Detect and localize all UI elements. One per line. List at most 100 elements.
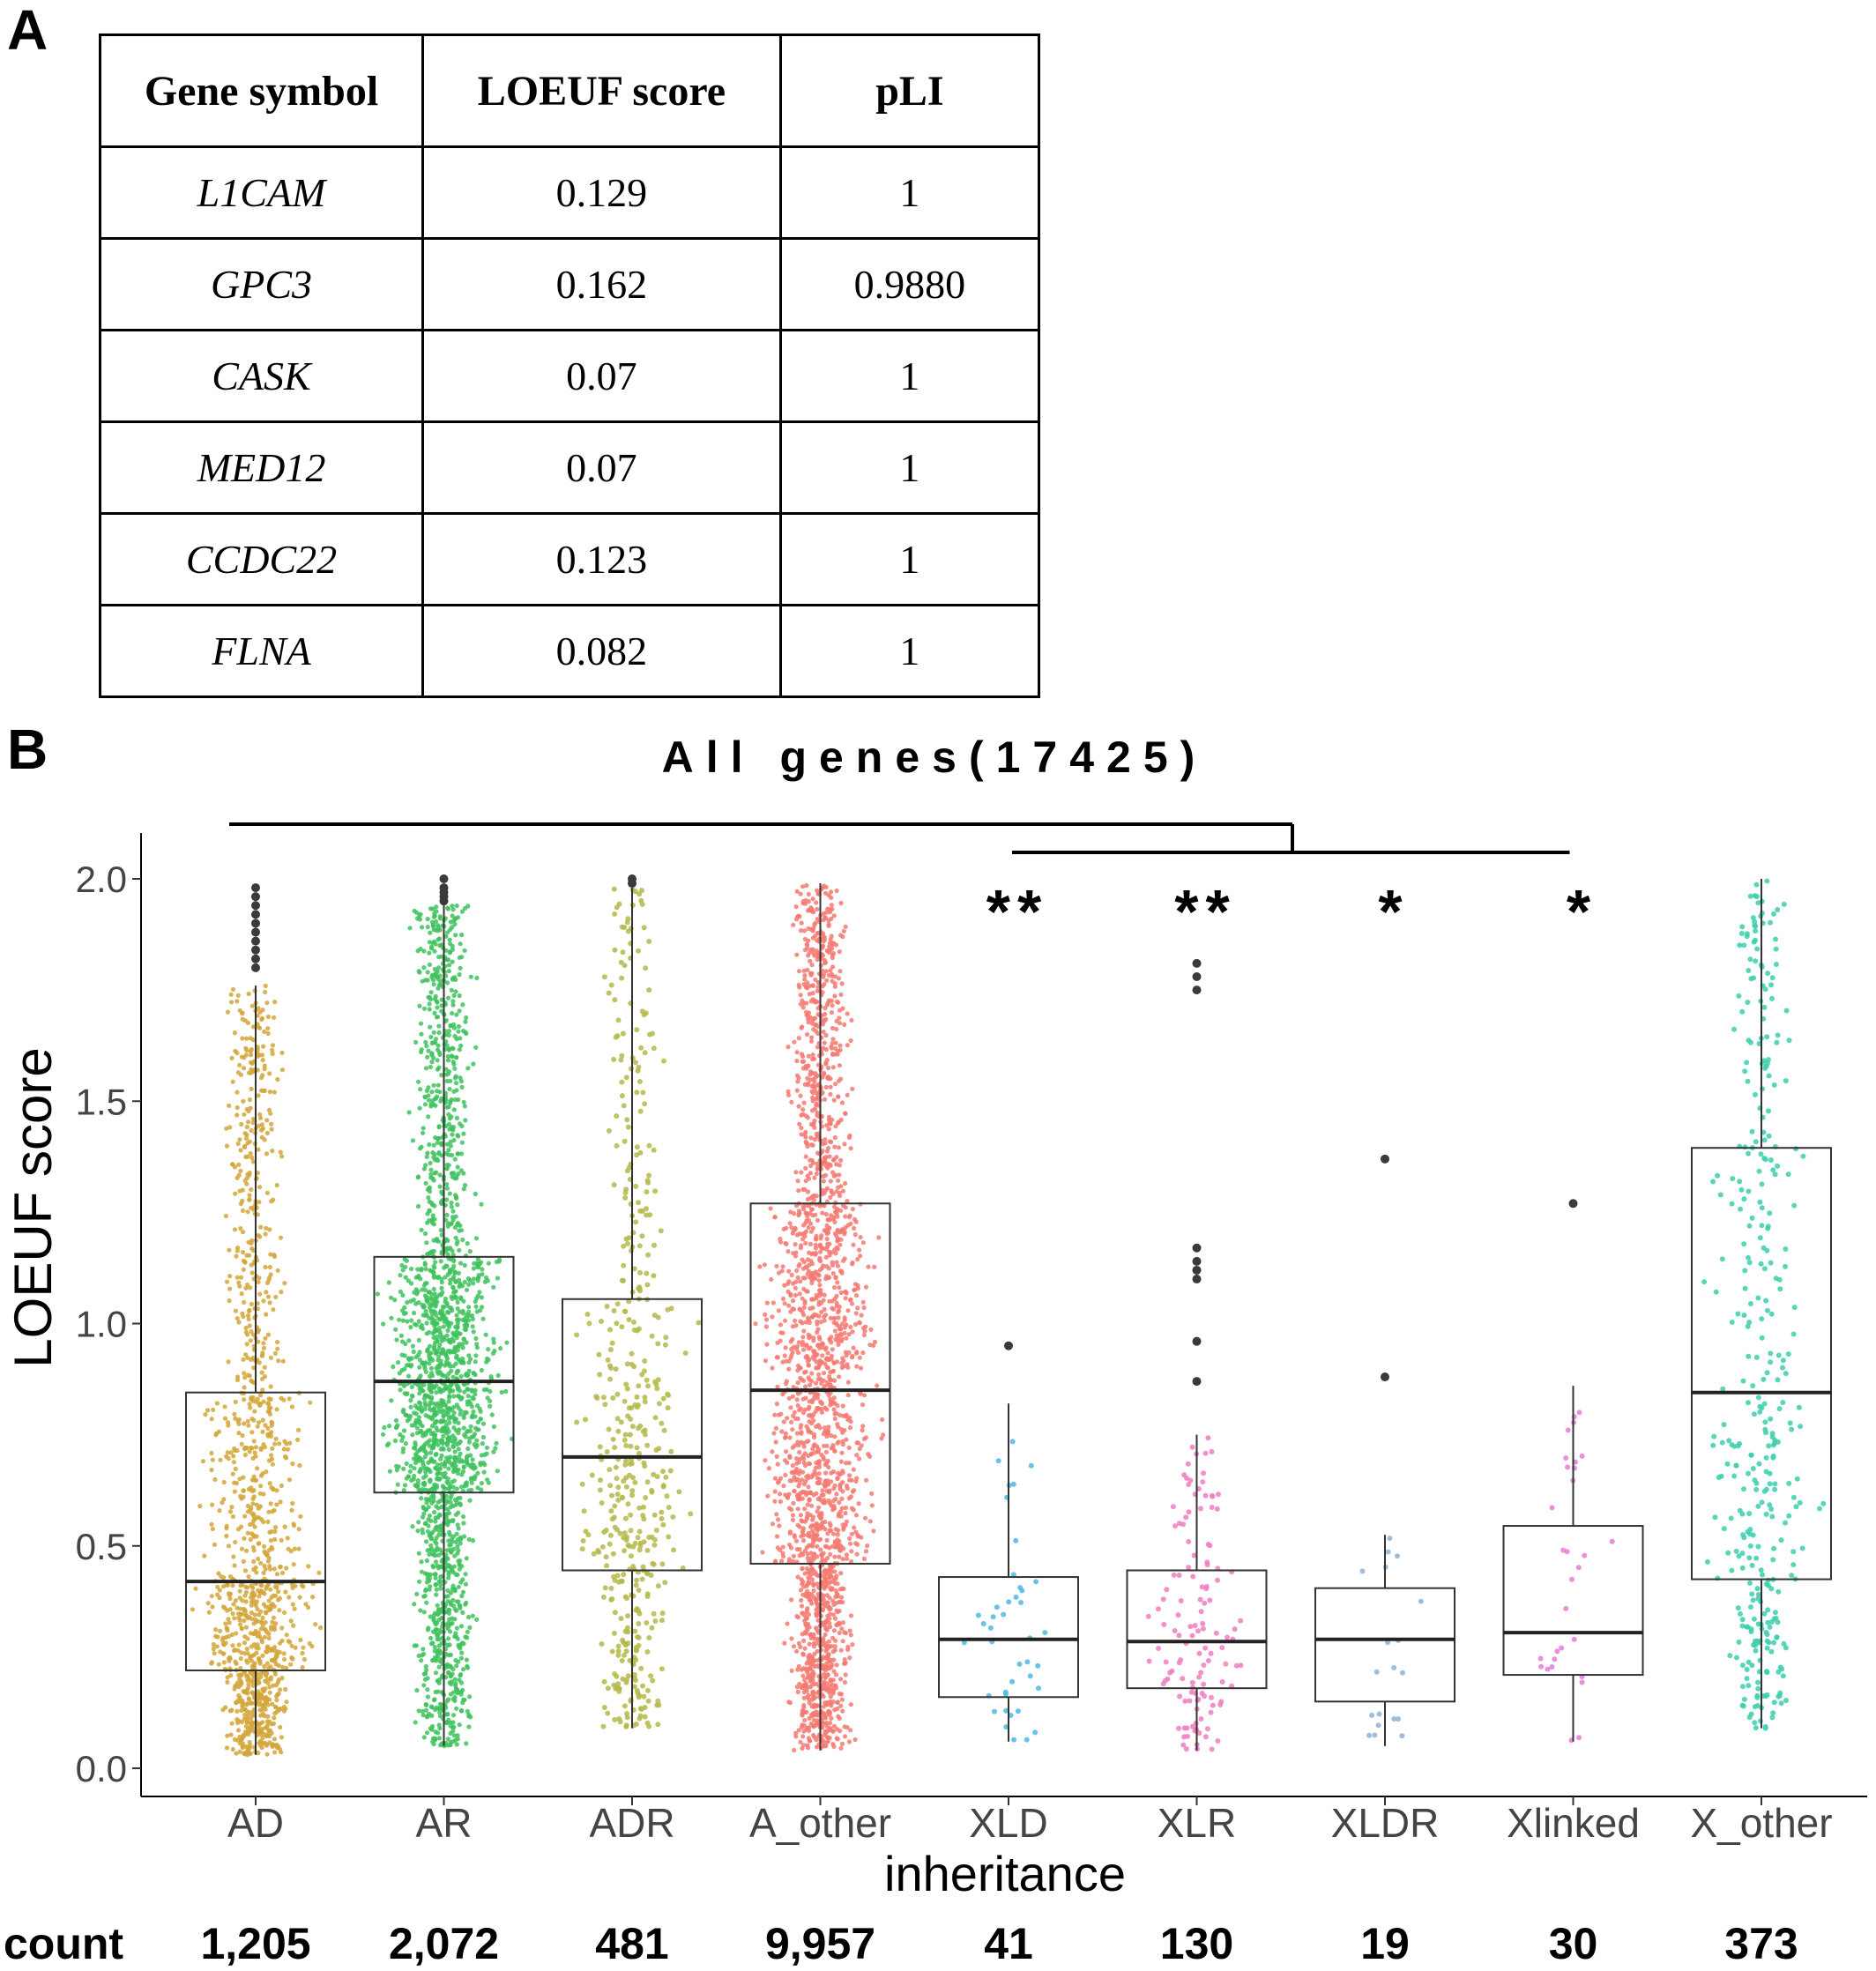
jitter-point xyxy=(249,1430,255,1435)
jitter-point xyxy=(770,1521,776,1527)
jitter-point xyxy=(436,1151,442,1157)
jitter-point xyxy=(241,1267,246,1272)
jitter-point xyxy=(810,896,815,902)
jitter-point xyxy=(446,1406,451,1411)
jitter-point xyxy=(774,1355,779,1360)
jitter-point xyxy=(779,1429,785,1434)
jitter-point xyxy=(242,1729,248,1735)
jitter-point xyxy=(446,1624,451,1629)
jitter-point xyxy=(838,900,844,906)
jitter-point xyxy=(489,1412,495,1417)
jitter-point xyxy=(452,975,458,980)
jitter-point xyxy=(430,1563,436,1568)
jitter-point xyxy=(435,1471,440,1476)
jitter-point xyxy=(614,1142,620,1149)
jitter-point xyxy=(823,1345,829,1350)
jitter-point xyxy=(432,1010,437,1015)
jitter-point xyxy=(300,1650,305,1656)
jitter-point xyxy=(418,1466,423,1472)
jitter-point xyxy=(637,1288,643,1294)
jitter-point xyxy=(427,962,432,967)
jitter-point xyxy=(467,1694,473,1700)
jitter-point xyxy=(449,1010,455,1016)
jitter-point xyxy=(227,1247,232,1253)
jitter-point xyxy=(242,1606,247,1611)
jitter-point xyxy=(406,1356,411,1361)
jitter-point xyxy=(491,1284,496,1290)
jitter-point xyxy=(264,1694,269,1700)
jitter-point xyxy=(789,1668,794,1673)
jitter-point xyxy=(445,1599,450,1604)
jitter-point xyxy=(443,1461,448,1466)
jitter-point xyxy=(221,1497,227,1502)
jitter-point xyxy=(822,1097,828,1102)
jitter-point xyxy=(468,1357,473,1362)
jitter-point xyxy=(832,1219,838,1225)
jitter-point xyxy=(246,1119,251,1125)
jitter-point xyxy=(807,1382,813,1387)
jitter-point xyxy=(270,1149,275,1154)
jitter-point xyxy=(447,1086,452,1092)
jitter-point xyxy=(288,1618,294,1624)
jitter-point xyxy=(241,1258,246,1263)
jitter-point xyxy=(424,1240,429,1246)
jitter-point xyxy=(801,1702,807,1708)
jitter-point xyxy=(263,1335,268,1341)
jitter-point xyxy=(449,1681,454,1687)
jitter-point xyxy=(265,1558,271,1564)
jitter-point xyxy=(464,1340,469,1345)
jitter-point xyxy=(605,1710,611,1716)
jitter-point xyxy=(442,1265,447,1270)
jitter-point xyxy=(447,950,453,956)
jitter-point xyxy=(491,1340,496,1345)
jitter-point xyxy=(450,1276,457,1282)
jitter-point xyxy=(847,1655,852,1661)
jitter-point xyxy=(644,1206,649,1212)
jitter-point xyxy=(451,1404,457,1409)
jitter-point xyxy=(614,904,620,911)
jitter-point xyxy=(272,1528,278,1534)
jitter-point xyxy=(803,1165,808,1171)
jitter-point xyxy=(231,1602,236,1607)
jitter-point xyxy=(258,1484,264,1489)
jitter-point xyxy=(242,1446,248,1451)
jitter-point xyxy=(226,1543,232,1549)
jitter-point xyxy=(612,1716,618,1722)
jitter-point xyxy=(264,1646,270,1651)
jitter-point xyxy=(244,1036,249,1041)
jitter-point xyxy=(419,1144,424,1149)
jitter-point xyxy=(446,963,452,968)
jitter-point xyxy=(413,1411,419,1417)
jitter-point xyxy=(257,1541,262,1546)
jitter-point xyxy=(240,1208,246,1213)
jitter-point xyxy=(236,1672,242,1677)
jitter-point xyxy=(600,1594,607,1600)
jitter-point xyxy=(239,1625,244,1631)
jitter-point xyxy=(242,1299,247,1305)
jitter-point xyxy=(644,1178,651,1184)
jitter-point xyxy=(244,1124,249,1130)
jitter-point xyxy=(480,1421,487,1426)
jitter-point xyxy=(243,1325,249,1330)
jitter-point xyxy=(458,941,463,947)
jitter-point xyxy=(633,1582,639,1588)
jitter-point xyxy=(666,1534,672,1540)
jitter-point xyxy=(450,1002,456,1008)
jitter-point xyxy=(250,1159,257,1164)
jitter-point xyxy=(249,1328,254,1335)
jitter-point xyxy=(644,1687,651,1693)
jitter-point xyxy=(628,1443,634,1449)
jitter-point xyxy=(227,1620,232,1625)
jitter-point xyxy=(615,1648,622,1655)
jitter-point xyxy=(466,1309,472,1314)
jitter-point xyxy=(435,974,440,979)
jitter-point xyxy=(421,1303,427,1308)
jitter-point xyxy=(433,1515,438,1521)
jitter-point xyxy=(642,1358,648,1364)
jitter-point xyxy=(451,993,457,998)
jitter-point xyxy=(628,1416,634,1422)
jitter-point xyxy=(419,1031,424,1037)
jitter-point xyxy=(625,1124,631,1130)
jitter-point xyxy=(247,1323,252,1328)
jitter-point xyxy=(453,933,458,938)
